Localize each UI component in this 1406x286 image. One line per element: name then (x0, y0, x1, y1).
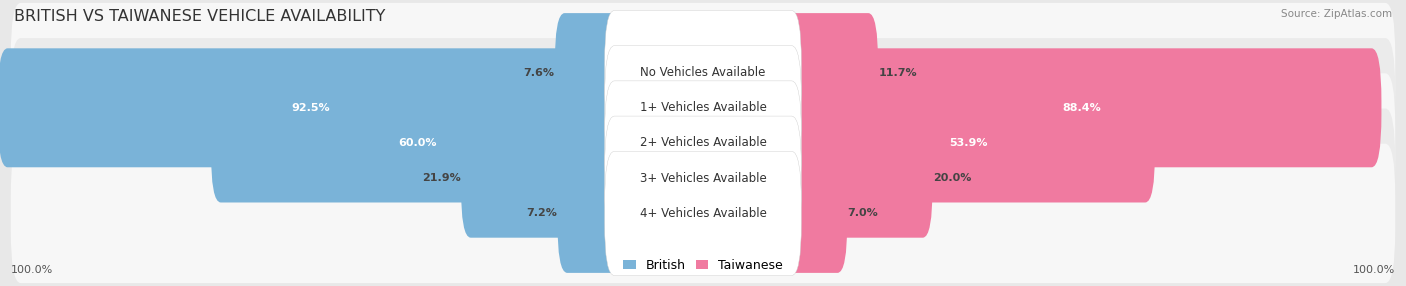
FancyBboxPatch shape (461, 119, 624, 238)
FancyBboxPatch shape (211, 84, 624, 202)
Text: Source: ZipAtlas.com: Source: ZipAtlas.com (1281, 9, 1392, 19)
Text: 100.0%: 100.0% (11, 265, 53, 275)
Text: 3+ Vehicles Available: 3+ Vehicles Available (640, 172, 766, 185)
FancyBboxPatch shape (782, 84, 1156, 202)
Legend: British, Taiwanese: British, Taiwanese (619, 254, 787, 277)
Text: 7.6%: 7.6% (523, 67, 555, 78)
Text: 53.9%: 53.9% (949, 138, 987, 148)
Text: 4+ Vehicles Available: 4+ Vehicles Available (640, 207, 766, 220)
FancyBboxPatch shape (11, 108, 1395, 248)
Text: 7.0%: 7.0% (848, 208, 879, 219)
Text: 7.2%: 7.2% (526, 208, 557, 219)
FancyBboxPatch shape (605, 81, 801, 205)
FancyBboxPatch shape (782, 154, 848, 273)
FancyBboxPatch shape (11, 38, 1395, 178)
FancyBboxPatch shape (782, 119, 932, 238)
Text: No Vehicles Available: No Vehicles Available (640, 66, 766, 79)
Text: 88.4%: 88.4% (1062, 103, 1101, 113)
Text: 2+ Vehicles Available: 2+ Vehicles Available (640, 136, 766, 150)
Text: 11.7%: 11.7% (879, 67, 917, 78)
FancyBboxPatch shape (555, 13, 624, 132)
FancyBboxPatch shape (782, 13, 879, 132)
Text: 100.0%: 100.0% (1353, 265, 1395, 275)
FancyBboxPatch shape (11, 144, 1395, 283)
Text: 20.0%: 20.0% (932, 173, 972, 183)
Text: 92.5%: 92.5% (291, 103, 330, 113)
FancyBboxPatch shape (605, 46, 801, 170)
FancyBboxPatch shape (605, 116, 801, 240)
FancyBboxPatch shape (0, 48, 624, 167)
FancyBboxPatch shape (782, 48, 1382, 167)
Text: 21.9%: 21.9% (422, 173, 461, 183)
FancyBboxPatch shape (11, 73, 1395, 213)
FancyBboxPatch shape (605, 151, 801, 275)
FancyBboxPatch shape (11, 3, 1395, 142)
Text: BRITISH VS TAIWANESE VEHICLE AVAILABILITY: BRITISH VS TAIWANESE VEHICLE AVAILABILIT… (14, 9, 385, 23)
Text: 1+ Vehicles Available: 1+ Vehicles Available (640, 101, 766, 114)
Text: 60.0%: 60.0% (398, 138, 437, 148)
FancyBboxPatch shape (557, 154, 624, 273)
FancyBboxPatch shape (605, 11, 801, 135)
